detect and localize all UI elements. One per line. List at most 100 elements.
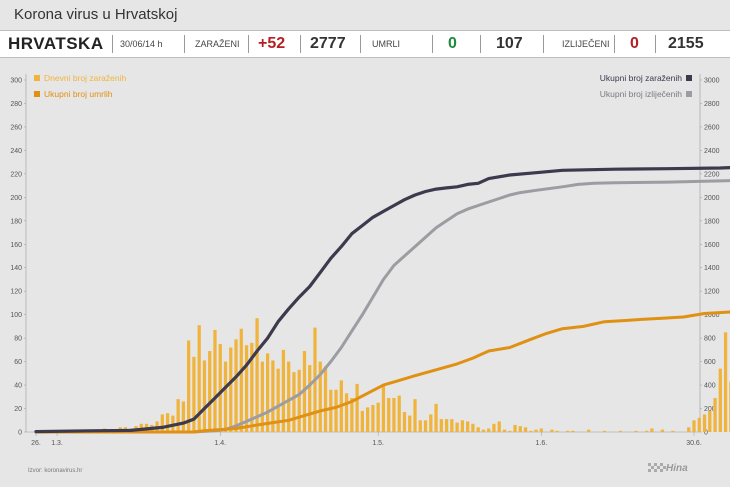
recovered-total: 2155 [668, 35, 704, 52]
daily-bar [397, 395, 401, 432]
daily-bar [687, 427, 691, 432]
x-tick-label: 1.6. [536, 440, 548, 447]
daily-bar [371, 405, 375, 432]
daily-bar [292, 372, 296, 432]
daily-bar [555, 430, 559, 432]
daily-bar [660, 429, 665, 432]
right-tick-label: 0 [704, 430, 708, 437]
daily-bar [713, 397, 717, 432]
daily-bar [350, 397, 354, 432]
daily-bar [213, 329, 217, 432]
separator [112, 35, 113, 53]
separator [655, 35, 656, 53]
series-lines [34, 166, 730, 434]
left-tick-label: 160 [10, 242, 22, 249]
separator [184, 35, 185, 53]
daily-bar [602, 430, 607, 432]
daily-bar [229, 347, 233, 432]
x-tick-label: 1.3. [51, 440, 63, 447]
daily-bar [202, 360, 207, 432]
daily-bar [502, 429, 507, 432]
daily-bar [244, 345, 249, 432]
recovered-total-line [139, 179, 730, 434]
daily-bar [723, 332, 728, 432]
daily-bar [434, 403, 438, 432]
daily-bar [418, 420, 422, 432]
daily-bar [523, 427, 528, 432]
daily-bar [408, 415, 412, 432]
daily-bar [239, 328, 243, 432]
right-tick-label: 800 [704, 336, 716, 343]
legend-swatch [686, 75, 692, 81]
separator [480, 35, 481, 53]
daily-bar [287, 361, 291, 432]
logo: Hina [648, 463, 688, 474]
daily-bar [234, 339, 238, 432]
left-tick-label: 280 [10, 101, 22, 108]
source-note: Izvor: koronavirus.hr [28, 468, 83, 474]
checkered-flag-icon [648, 463, 666, 473]
daily-bar [260, 361, 264, 432]
legend-label: Ukupni broj umrlih [44, 89, 113, 99]
daily-bar [223, 361, 228, 432]
daily-bar [318, 361, 322, 432]
daily-bar [308, 365, 312, 432]
daily-bar [355, 383, 359, 432]
daily-bar [265, 353, 270, 432]
logo-text: Hina [666, 463, 688, 474]
daily-bar [692, 420, 696, 432]
daily-bar [644, 430, 649, 432]
right-tick-label: 1400 [704, 265, 720, 272]
left-tick-label: 100 [10, 312, 22, 319]
daily-bar [529, 430, 533, 432]
legend-swatch [686, 91, 692, 97]
daily-bar [360, 410, 364, 432]
daily-bar [450, 419, 454, 432]
left-tick-label: 180 [10, 218, 22, 225]
daily-bar [702, 414, 707, 432]
daily-bar [402, 412, 407, 432]
x-tick-label: 26. [31, 440, 41, 447]
right-axis: 0 200 400 600 800 1000 1200 1400 1600 1800 2000 220… [699, 74, 720, 437]
daily-bar [218, 344, 222, 432]
daily-bar [618, 430, 622, 432]
daily-bar [481, 429, 486, 432]
daily-bar [650, 428, 654, 432]
x-tick-label: 30.6. [686, 440, 702, 447]
right-tick-label: 600 [704, 359, 716, 366]
legend-label: Dnevni broj zaraženih [44, 73, 126, 83]
left-axis: 0 20 40 60 80 100 120 140 160 180 200 220 240 260 280 3… [10, 74, 27, 437]
daily-bar [550, 429, 554, 432]
daily-bar [539, 428, 543, 432]
deaths-total-line [34, 310, 730, 434]
daily-bar [255, 318, 259, 432]
chart: 0 20 40 60 80 100 120 140 160 180 200 220 240 260 280 3… [10, 73, 730, 447]
daily-bar [276, 368, 280, 432]
recovered-new: 0 [630, 35, 639, 52]
left-tick-label: 200 [10, 195, 22, 202]
daily-bar [697, 417, 701, 432]
daily-bar [281, 349, 286, 432]
left-tick-label: 80 [14, 336, 22, 343]
daily-bar [634, 430, 638, 432]
daily-bar [476, 427, 480, 432]
daily-bar [413, 399, 417, 432]
left-tick-label: 260 [10, 124, 22, 131]
separator [248, 35, 249, 53]
daily-bar [187, 340, 191, 432]
deaths-label: UMRLI [372, 39, 401, 49]
left-tick-label: 220 [10, 171, 22, 178]
legend-swatch [34, 75, 40, 81]
daily-bar [376, 402, 380, 432]
daily-bar [334, 389, 338, 432]
left-tick-label: 140 [10, 265, 22, 272]
daily-bar [323, 366, 328, 432]
x-axis: 26. 1.3. 1.4. 1.5. 1.6. 30.6. [26, 431, 702, 447]
daily-bar [513, 424, 517, 432]
daily-bar [566, 430, 570, 432]
deaths-total: 107 [496, 35, 523, 52]
right-tick-label: 3000 [704, 78, 720, 85]
right-tick-label: 2400 [704, 148, 720, 155]
daily-bar [197, 325, 201, 432]
separator [543, 35, 544, 53]
